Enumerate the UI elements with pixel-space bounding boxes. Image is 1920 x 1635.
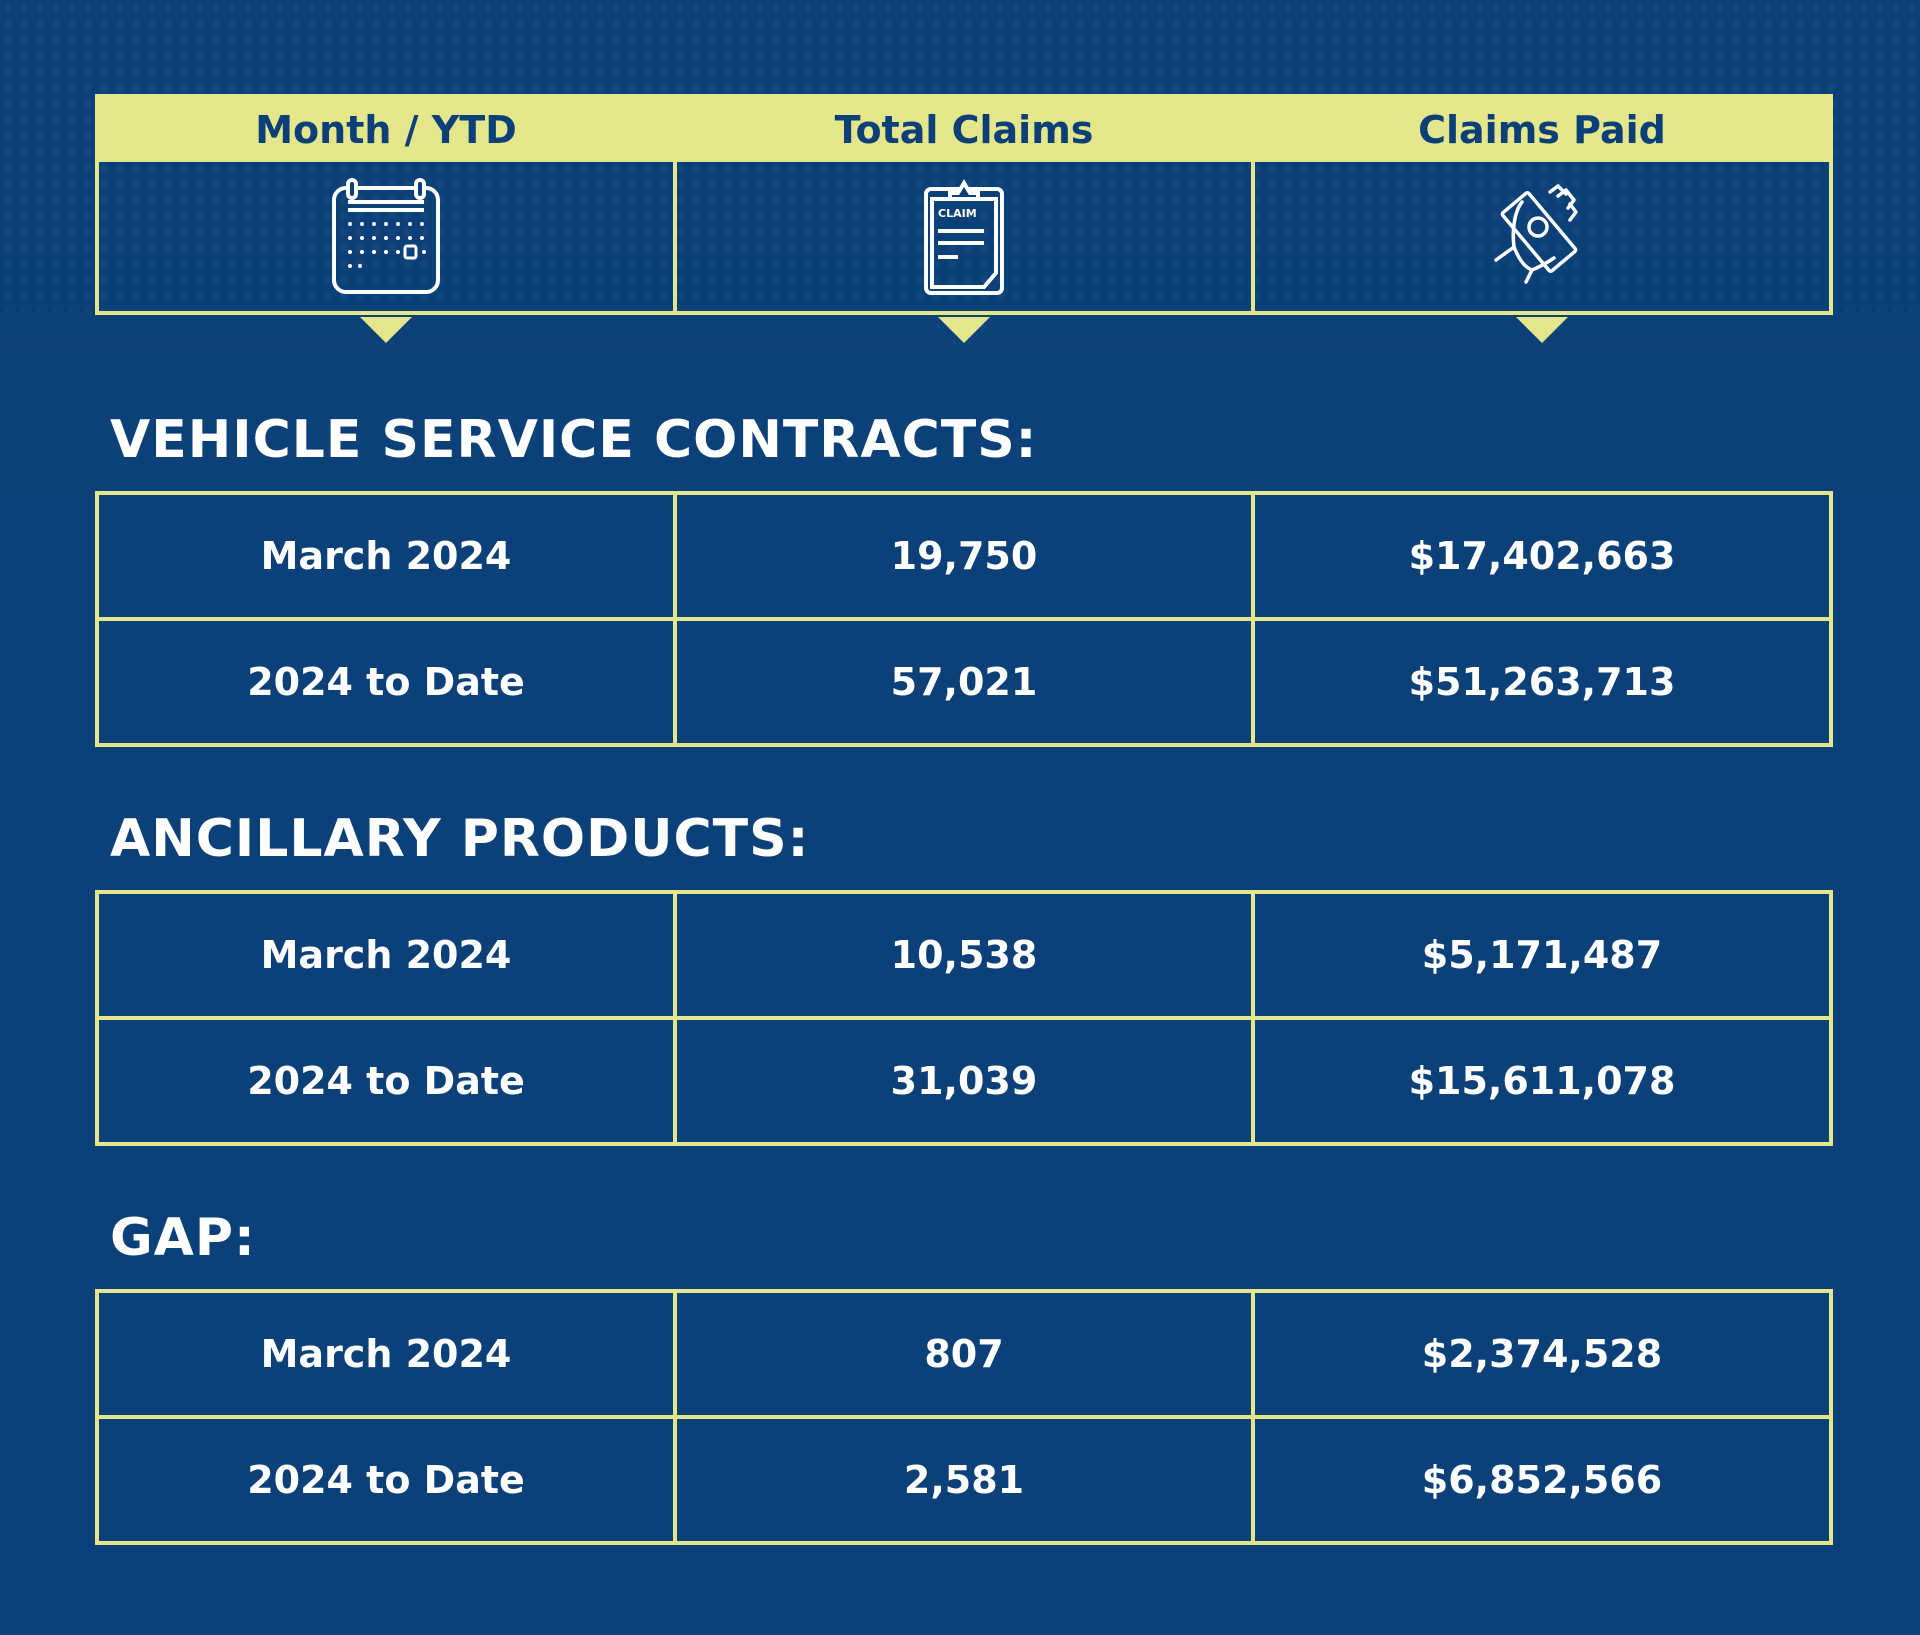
- total-claims-cell: 57,021: [673, 621, 1251, 743]
- pointer-triangle: [1516, 317, 1568, 343]
- total-claims-cell: 807: [673, 1293, 1251, 1415]
- period-cell: 2024 to Date: [247, 660, 525, 704]
- period-cell: 2024 to Date: [247, 1458, 525, 1502]
- table-row: March 2024 807 $2,374,528: [99, 1293, 1829, 1415]
- section-title-ancillary-products: ANCILLARY PRODUCTS:: [110, 809, 810, 869]
- column-header: Month / YTD Total Claims: [95, 94, 1833, 343]
- calendar-icon: [332, 177, 440, 294]
- table-row: 2024 to Date 31,039 $15,611,078: [99, 1016, 1829, 1142]
- header-label: Total Claims: [677, 98, 1251, 162]
- claims-paid-cell: $17,402,663: [1251, 495, 1829, 617]
- total-claims-cell: 10,538: [673, 894, 1251, 1016]
- pointer-triangle: [938, 317, 990, 343]
- pointer-triangle: [360, 317, 412, 343]
- claims-paid-cell: $5,171,487: [1251, 894, 1829, 1016]
- table-row: 2024 to Date 57,021 $51,263,713: [99, 617, 1829, 743]
- table-gap: March 2024 807 $2,374,528 2024 to Date 2…: [95, 1289, 1833, 1545]
- claims-paid-cell: $2,374,528: [1251, 1293, 1829, 1415]
- period-cell: March 2024: [260, 534, 512, 578]
- period-cell: 2024 to Date: [247, 1059, 525, 1103]
- header-month-ytd: Month / YTD: [99, 98, 673, 343]
- claims-paid-cell: $15,611,078: [1251, 1020, 1829, 1142]
- header-claims-paid: Claims Paid: [1251, 98, 1829, 343]
- period-cell: March 2024: [260, 933, 512, 977]
- claims-paid-cell: $6,852,566: [1251, 1419, 1829, 1541]
- total-claims-cell: 31,039: [673, 1020, 1251, 1142]
- hand-money-icon: [1494, 183, 1578, 284]
- header-label: Claims Paid: [1255, 98, 1829, 162]
- total-claims-cell: 2,581: [673, 1419, 1251, 1541]
- header-label: Month / YTD: [99, 98, 673, 162]
- table-row: March 2024 19,750 $17,402,663: [99, 495, 1829, 617]
- section-title-gap: GAP:: [110, 1208, 256, 1268]
- period-cell: March 2024: [260, 1332, 512, 1376]
- table-row: March 2024 10,538 $5,171,487: [99, 894, 1829, 1016]
- section-title-vehicle-service-contracts: VEHICLE SERVICE CONTRACTS:: [110, 410, 1038, 470]
- claim-icon-text: CLAIM: [938, 207, 977, 220]
- total-claims-cell: 19,750: [673, 495, 1251, 617]
- claim-clipboard-icon: CLAIM: [924, 178, 1004, 295]
- table-ancillary-products: March 2024 10,538 $5,171,487 2024 to Dat…: [95, 890, 1833, 1146]
- claims-paid-cell: $51,263,713: [1251, 621, 1829, 743]
- table-row: 2024 to Date 2,581 $6,852,566: [99, 1415, 1829, 1541]
- table-vehicle-service-contracts: March 2024 19,750 $17,402,663 2024 to Da…: [95, 491, 1833, 747]
- header-total-claims: Total Claims CLAIM: [673, 98, 1251, 343]
